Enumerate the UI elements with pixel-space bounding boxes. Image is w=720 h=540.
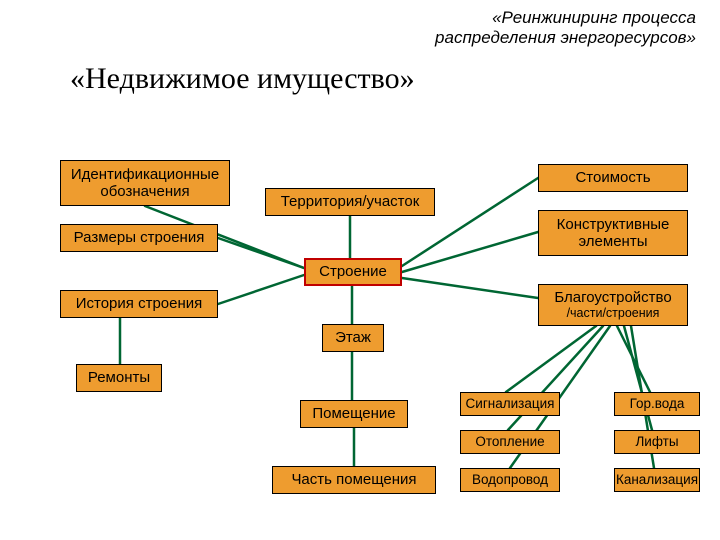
node-room: Помещение (300, 400, 408, 428)
node-signal: Сигнализация (460, 392, 560, 416)
node-territory: Территория/участок (265, 188, 435, 216)
node-cost: Стоимость (538, 164, 688, 192)
node-size: Размеры строения (60, 224, 218, 252)
header-line1: «Реинжиниринг процесса (492, 8, 696, 27)
node-sewer: Канализация (614, 468, 700, 492)
node-blag-main: Благоустройство (554, 289, 671, 306)
slide-header: «Реинжиниринг процесса распределения эне… (435, 8, 696, 47)
slide-title: «Недвижимое имущество» (70, 62, 415, 96)
header-line2: распределения энергоресурсов» (435, 28, 696, 47)
node-part: Часть помещения (272, 466, 436, 494)
node-hotwater: Гор.вода (614, 392, 700, 416)
node-water: Водопровод (460, 468, 560, 492)
node-heat: Отопление (460, 430, 560, 454)
node-blag-sub: /части/строения (554, 306, 671, 320)
node-ident: Идентификационные обозначения (60, 160, 230, 206)
node-history: История строения (60, 290, 218, 318)
node-konstr: Конструктивные элементы (538, 210, 688, 256)
node-stroy: Строение (304, 258, 402, 286)
node-lift: Лифты (614, 430, 700, 454)
node-etazh: Этаж (322, 324, 384, 352)
node-blag: Благоустройство /части/строения (538, 284, 688, 326)
node-remont: Ремонты (76, 364, 162, 392)
